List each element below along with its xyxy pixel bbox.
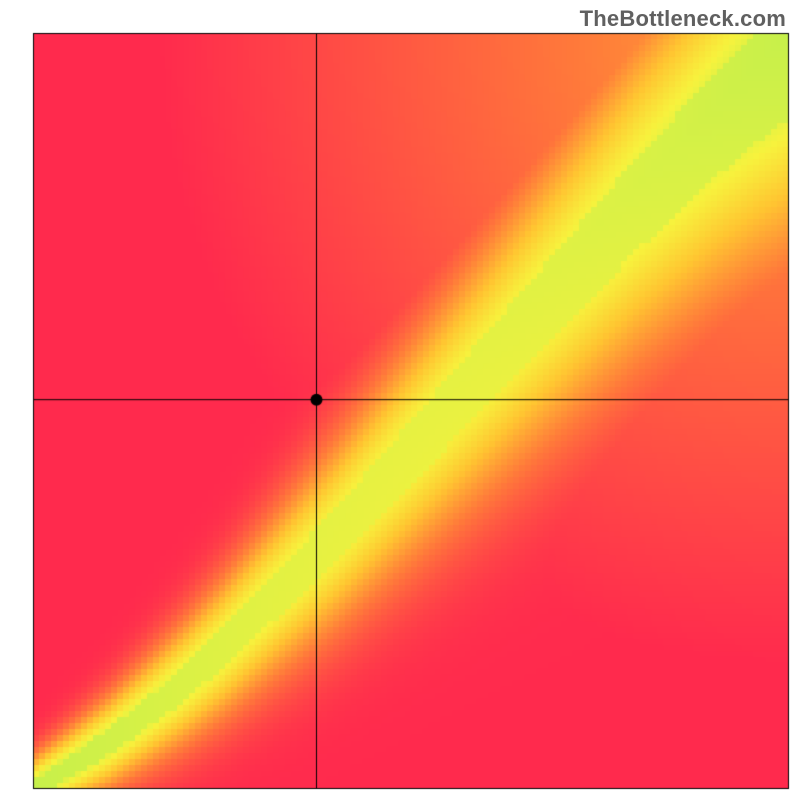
chart-container: TheBottleneck.com	[0, 0, 800, 800]
heatmap-canvas	[0, 0, 800, 800]
watermark-text: TheBottleneck.com	[580, 6, 786, 32]
